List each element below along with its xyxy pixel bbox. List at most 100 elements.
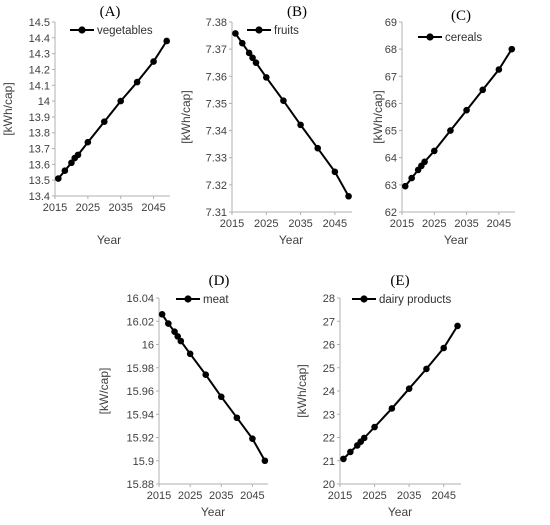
data-point [297, 121, 304, 129]
data-point [331, 168, 339, 176]
legend-label: dairy products [379, 294, 451, 306]
y-tick-label: 67 [385, 71, 397, 83]
y-tick-label: 62 [385, 207, 397, 219]
data-point [345, 192, 352, 200]
data-point [245, 49, 253, 57]
y-axis-label: [kWh/cap] [1, 82, 15, 135]
y-tick-label: 26 [323, 340, 335, 352]
panel-c: (C) 62 63 64 65 66 67 68 69 2015 2025 2035 2045 Year [… [371, 8, 516, 247]
y-tick-label: 14.2 [29, 64, 50, 76]
data-point [423, 365, 430, 373]
data-point [408, 174, 415, 182]
data-point [388, 405, 396, 412]
data-point [84, 138, 92, 146]
y-tick-label: 64 [385, 153, 397, 165]
y-tick-label: 69 [385, 17, 397, 29]
data-point [217, 393, 225, 401]
data-point [186, 350, 194, 358]
y-tick-label: 15.98 [126, 363, 154, 375]
y-tick-label: 13.6 [29, 159, 50, 171]
y-tick-label: 20 [323, 479, 335, 491]
legend-label: fruits [274, 25, 299, 37]
y-tick-label: 15.92 [126, 433, 154, 445]
y-axis-label: [kWh/cap] [179, 90, 193, 143]
x-tick-label: 2015 [147, 490, 171, 502]
y-tick-label: 68 [385, 44, 397, 56]
data-point [61, 167, 69, 174]
data-point [495, 66, 503, 73]
y-axis-label: [kWh/cap] [295, 364, 309, 417]
y-tick-label: 13.7 [29, 144, 50, 156]
panel-title: (B) [287, 4, 307, 20]
legend-marker [184, 295, 192, 303]
x-tick-label: 2015 [43, 202, 67, 214]
x-axis-label: Year [97, 233, 121, 247]
legend-marker [255, 26, 263, 34]
data-point [117, 97, 125, 105]
data-point [174, 333, 181, 340]
panel-e: (E) 20 21 22 23 24 25 26 27 28 2015 2025 2035 2045 Yea… [295, 273, 461, 519]
y-tick-label: 14.3 [29, 49, 50, 61]
legend-marker [360, 295, 368, 303]
x-tick-label: 2025 [178, 490, 202, 502]
data-point [165, 320, 172, 327]
y-tick-label: 7.31 [206, 207, 227, 219]
data-point [280, 97, 287, 105]
y-tick-label: 14.4 [29, 33, 50, 45]
data-point [430, 147, 438, 155]
x-axis-label: Year [279, 233, 303, 247]
y-tick-label: 27 [323, 316, 335, 328]
y-tick-label: 65 [385, 126, 397, 138]
x-tick-label: 2035 [288, 218, 312, 230]
data-point [347, 448, 354, 456]
y-tick-label: 22 [323, 433, 335, 445]
data-point [249, 435, 256, 442]
data-point [249, 54, 256, 62]
data-point [421, 158, 428, 166]
y-tick-label: 28 [323, 293, 335, 305]
x-tick-label: 2025 [362, 490, 386, 502]
y-axis-label: [kWh/cap] [371, 90, 385, 143]
data-point [454, 322, 461, 330]
y-tick-label: 24 [323, 386, 335, 398]
panel-b: (B) 7.31 7.32 7.33 7.34 7.35 7.36 7.37 7.38 2015 2… [179, 4, 352, 247]
x-tick-label: 2025 [422, 218, 446, 230]
y-tick-label: 13.5 [29, 175, 50, 187]
legend-label: meat [203, 294, 229, 306]
data-point [360, 434, 368, 442]
data-point [261, 457, 269, 465]
y-tick-label: 7.38 [206, 17, 227, 29]
data-point [74, 151, 82, 159]
data-point [177, 337, 185, 345]
y-tick-label: 7.32 [206, 180, 227, 192]
y-tick-label: 21 [323, 456, 335, 468]
data-point [440, 344, 448, 352]
y-tick-label: 63 [385, 180, 397, 192]
panel-title: (D) [209, 273, 230, 289]
y-tick-label: 14 [38, 96, 50, 108]
data-point [405, 385, 413, 392]
panel-title: (A) [100, 4, 121, 20]
y-tick-label: 14.5 [29, 17, 50, 29]
y-tick-label: 15.9 [133, 456, 154, 468]
data-point [150, 58, 157, 65]
data-point [371, 423, 378, 431]
x-axis-label: Year [201, 505, 225, 519]
x-tick-label: 2035 [397, 490, 421, 502]
data-point [262, 74, 270, 81]
x-tick-label: 2045 [487, 218, 511, 230]
y-tick-label: 16 [142, 340, 154, 352]
y-tick-label: 15.96 [126, 386, 154, 398]
x-tick-label: 2045 [141, 202, 165, 214]
y-tick-label: 14.1 [29, 80, 50, 92]
legend-label: vegetables [97, 25, 153, 37]
y-tick-label: 13.4 [29, 191, 50, 203]
y-tick-label: 13.8 [29, 128, 50, 140]
data-point [463, 106, 470, 114]
y-tick-label: 7.34 [206, 126, 227, 138]
x-tick-label: 2015 [328, 490, 352, 502]
y-tick-label: 25 [323, 363, 335, 375]
data-point [202, 371, 210, 379]
y-tick-label: 15.94 [126, 409, 154, 421]
data-point [233, 414, 241, 422]
